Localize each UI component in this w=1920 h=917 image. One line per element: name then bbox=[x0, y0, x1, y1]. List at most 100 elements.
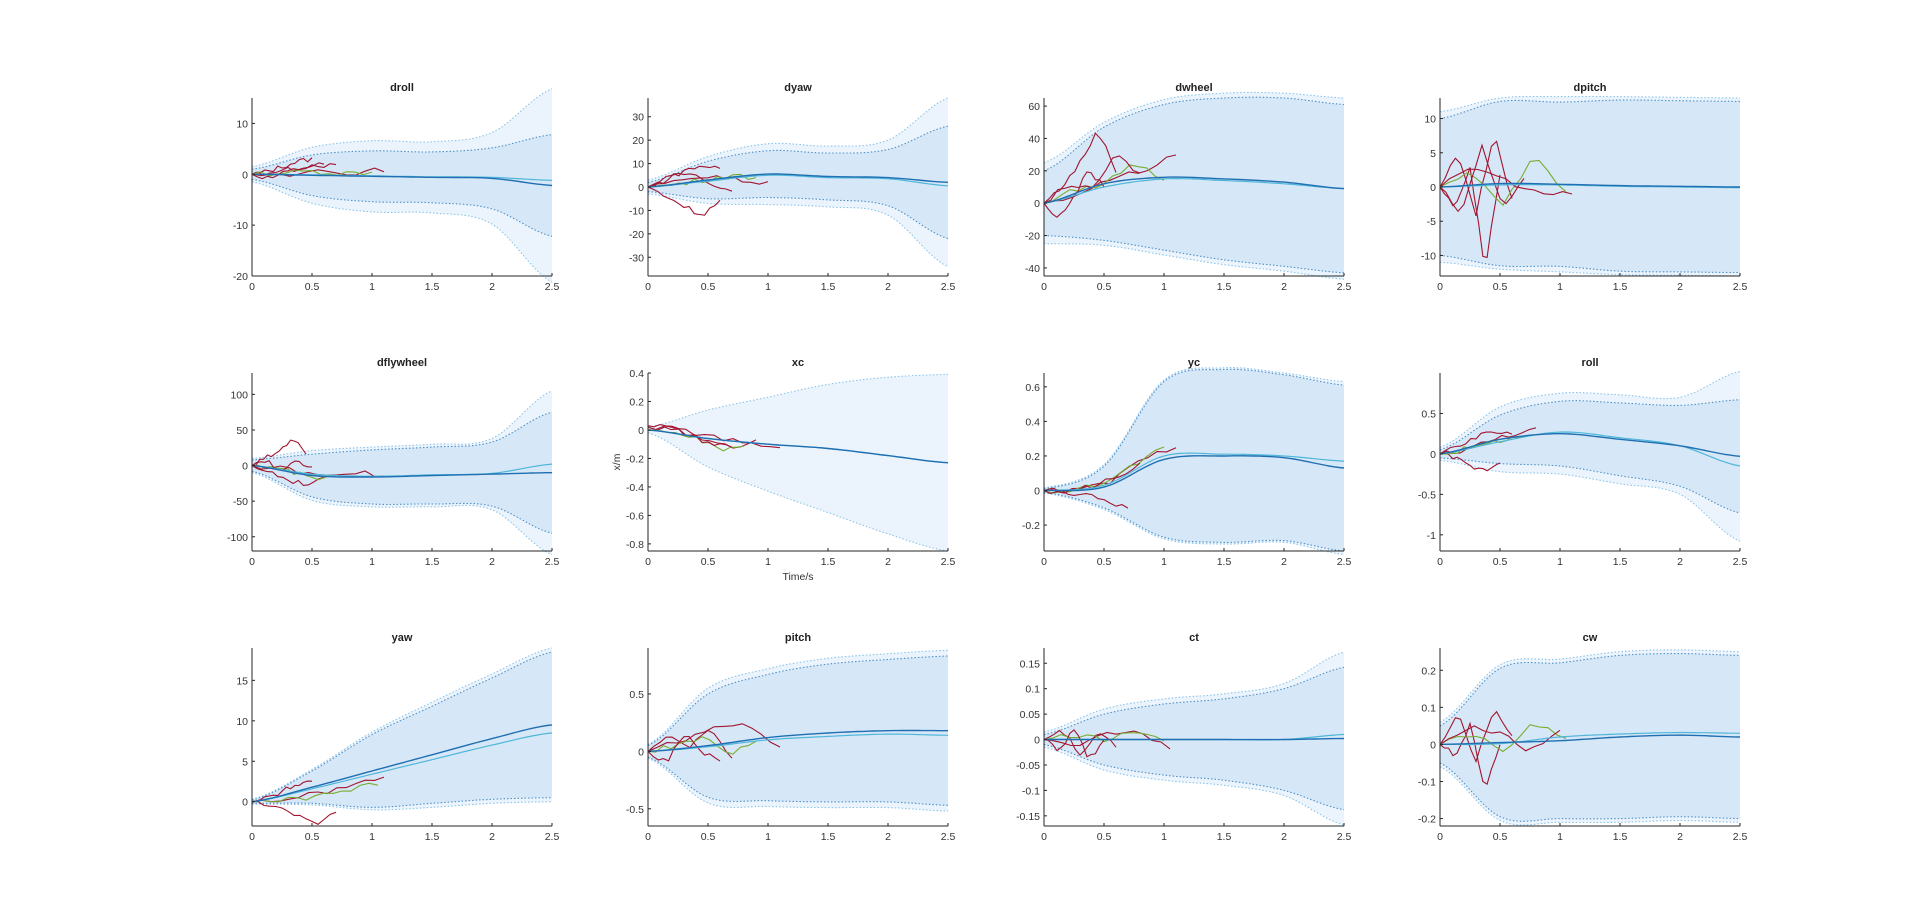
mean-line-primary bbox=[1439, 734, 1741, 746]
y-tick-label: -0.5 bbox=[1418, 489, 1436, 501]
x-tick-label: 1.5 bbox=[1613, 831, 1628, 843]
x-tick-label: 1 bbox=[765, 831, 771, 843]
subplot-pitch: 0 0.5 1 1.5 2 2.5 -0.5 0 0.5 pitch bbox=[626, 632, 956, 843]
x-tick-label: 1 bbox=[369, 831, 375, 843]
y-tick-label: -0.8 bbox=[626, 539, 644, 551]
x-tick-label: 0.5 bbox=[701, 281, 716, 293]
y-tick-label: 15 bbox=[236, 675, 248, 687]
band-outer-upper-edge bbox=[251, 88, 553, 168]
trajectory-line bbox=[1439, 431, 1513, 455]
subplot-title: ct bbox=[1189, 632, 1199, 644]
mean-line-secondary bbox=[1439, 431, 1741, 467]
x-tick-label: 0 bbox=[1041, 831, 1047, 843]
subplot-title: droll bbox=[390, 82, 414, 94]
band-outer-upper-edge bbox=[1439, 370, 1741, 448]
mean-line-primary bbox=[647, 173, 949, 188]
x-tick-label: 0 bbox=[645, 831, 651, 843]
y-tick-label: 0.5 bbox=[1421, 408, 1436, 420]
x-tick-label: 0 bbox=[1437, 556, 1443, 568]
confidence-band-inner bbox=[648, 656, 948, 806]
band-inner-lower-edge bbox=[1439, 762, 1741, 822]
x-tick-label: 2.5 bbox=[1337, 281, 1352, 293]
subplot-title: dflywheel bbox=[377, 357, 427, 369]
mean-line-primary bbox=[1044, 737, 1345, 741]
x-tick-label: 1.5 bbox=[425, 556, 440, 568]
band-outer-lower-edge bbox=[1043, 746, 1345, 826]
trajectory-line bbox=[647, 175, 769, 188]
subplot-title: dyaw bbox=[784, 82, 812, 94]
y-tick-label: -0.2 bbox=[1418, 814, 1436, 826]
y-tick-label: -0.05 bbox=[1016, 760, 1040, 772]
y-tick-label: 0 bbox=[638, 182, 644, 194]
subplot-title: yc bbox=[1188, 357, 1200, 369]
y-tick-label: -10 bbox=[1421, 250, 1436, 262]
band-outer-upper-edge bbox=[251, 390, 553, 459]
trajectory-line bbox=[1043, 490, 1129, 509]
x-tick-label: 0.5 bbox=[305, 556, 320, 568]
y-tick-label: 10 bbox=[632, 159, 644, 171]
y-tick-label: 50 bbox=[236, 425, 248, 437]
band-outer-lower-edge bbox=[252, 801, 553, 811]
trajectory-line bbox=[1439, 724, 1567, 753]
mean-line-primary bbox=[251, 724, 553, 803]
subplot-title: roll bbox=[1581, 357, 1598, 369]
band-outer-upper-edge bbox=[1439, 95, 1740, 113]
trajectory-line bbox=[251, 800, 337, 825]
x-tick-label: 2 bbox=[885, 831, 891, 843]
y-tick-label: -5 bbox=[1427, 216, 1436, 228]
x-tick-label: 0 bbox=[249, 281, 255, 293]
x-tick-label: 2.5 bbox=[941, 556, 956, 568]
band-inner-lower-edge bbox=[647, 756, 949, 806]
x-tick-label: 0.5 bbox=[1493, 281, 1508, 293]
x-tick-label: 0 bbox=[1437, 831, 1443, 843]
y-tick-label: 0.2 bbox=[1025, 451, 1040, 463]
y-tick-label: 0.1 bbox=[1025, 684, 1040, 696]
band-outer-upper-edge bbox=[1439, 649, 1741, 723]
y-tick-label: 0 bbox=[1430, 182, 1436, 194]
x-tick-label: 2.5 bbox=[545, 281, 560, 293]
trajectory-line bbox=[251, 465, 325, 486]
band-inner-lower-edge bbox=[647, 191, 949, 240]
band-inner-upper-edge bbox=[1439, 653, 1741, 727]
confidence-band-inner bbox=[252, 412, 552, 534]
trajectory-line bbox=[647, 736, 757, 755]
trajectory-line bbox=[647, 165, 721, 188]
y-tick-label: -0.1 bbox=[1022, 785, 1040, 797]
mean-line-primary bbox=[1439, 182, 1740, 188]
x-tick-label: 1.5 bbox=[821, 556, 836, 568]
x-tick-label: 1 bbox=[1161, 281, 1167, 293]
x-tick-label: 2.5 bbox=[545, 831, 560, 843]
band-inner-lower-edge bbox=[1439, 254, 1741, 274]
band-outer-lower-edge bbox=[1043, 243, 1345, 280]
x-tick-label: 1 bbox=[1557, 281, 1563, 293]
trajectory-line bbox=[647, 186, 721, 216]
x-tick-label: 0.5 bbox=[701, 556, 716, 568]
band-outer-upper-edge bbox=[1043, 91, 1345, 164]
x-tick-label: 1 bbox=[1557, 831, 1563, 843]
band-outer-upper-edge bbox=[647, 649, 949, 745]
band-inner-lower-edge bbox=[251, 470, 553, 534]
band-inner-upper-edge bbox=[1439, 99, 1740, 120]
subplot-title: yaw bbox=[392, 632, 413, 644]
band-inner-upper-edge bbox=[1439, 399, 1741, 451]
x-tick-label: 0.5 bbox=[701, 831, 716, 843]
x-tick-label: 0 bbox=[645, 281, 651, 293]
x-tick-label: 0 bbox=[645, 556, 651, 568]
trajectory-line bbox=[1043, 729, 1105, 758]
band-outer-upper-edge bbox=[251, 647, 553, 800]
y-tick-label: -10 bbox=[233, 220, 248, 232]
band-outer-lower-edge bbox=[1043, 492, 1345, 556]
confidence-band-inner bbox=[252, 134, 552, 237]
x-tick-label: 0.5 bbox=[1097, 831, 1112, 843]
x-tick-label: 2.5 bbox=[1733, 281, 1748, 293]
y-tick-label: -10 bbox=[629, 205, 644, 217]
x-tick-label: 2 bbox=[489, 831, 495, 843]
x-tick-label: 2 bbox=[1281, 281, 1287, 293]
band-outer-lower-edge bbox=[1439, 459, 1741, 542]
subplot-dwheel: 0 0.5 1 1.5 2 2.5 -40 -20 0 20 40 60 dwheel bbox=[1025, 82, 1352, 293]
y-tick-label: -0.6 bbox=[626, 510, 644, 522]
band-inner-lower-edge bbox=[1043, 744, 1345, 811]
y-tick-label: 10 bbox=[1424, 114, 1436, 126]
y-tick-label: -20 bbox=[629, 229, 644, 241]
band-inner-upper-edge bbox=[251, 134, 553, 170]
